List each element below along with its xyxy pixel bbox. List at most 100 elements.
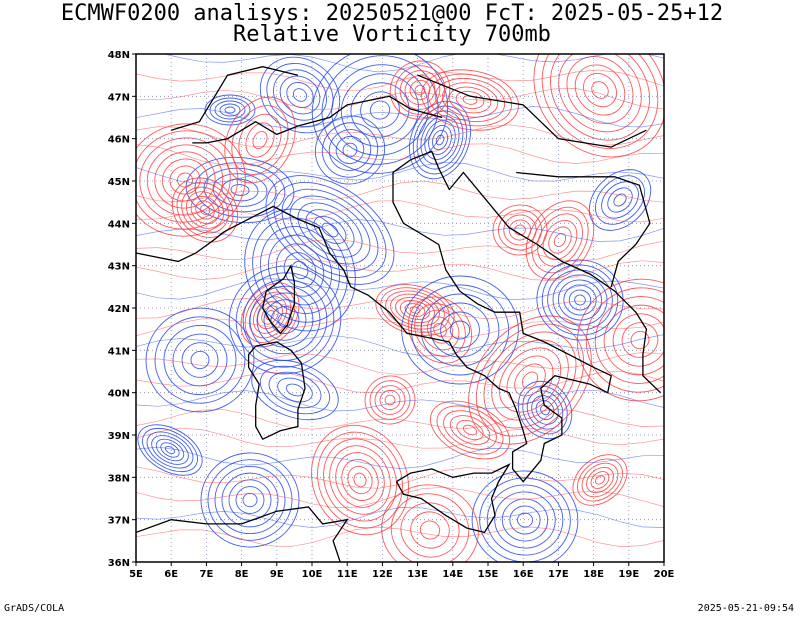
vorticity-contour (342, 142, 358, 158)
vorticity-contour (335, 452, 385, 508)
vorticity-contour (204, 94, 256, 126)
y-tick-label: 39N (108, 431, 130, 442)
vorticity-contour (427, 73, 513, 127)
x-tick-label: 14E (442, 569, 463, 580)
y-tick-label: 45N (108, 177, 130, 188)
vorticity-contour (207, 459, 293, 541)
y-tick-label: 43N (108, 262, 130, 273)
vorticity-contour (190, 195, 220, 225)
vorticity-contour (341, 459, 379, 501)
background-contour (136, 124, 664, 148)
vorticity-contour (219, 103, 241, 117)
x-tick-label: 17E (548, 569, 569, 580)
vorticity-contour (594, 296, 664, 384)
vorticity-contour (576, 278, 664, 402)
background-contour (136, 88, 664, 110)
y-tick-label: 38N (108, 473, 130, 484)
y-tick-label: 37N (108, 516, 130, 527)
vorticity-contour (400, 502, 460, 558)
vorticity-contour (221, 472, 279, 528)
vorticity-contour (164, 445, 176, 455)
vorticity-contour (244, 208, 356, 332)
vorticity-contour (252, 130, 268, 150)
x-tick-label: 8E (235, 569, 249, 580)
vorticity-contour (259, 365, 331, 415)
vorticity-contour (266, 63, 334, 127)
vorticity-contour (448, 86, 492, 114)
coastline (223, 150, 661, 483)
vorticity-contour (443, 410, 497, 450)
x-tick-label: 10E (302, 569, 323, 580)
vorticity-contour (267, 234, 333, 306)
background-contour (136, 317, 664, 338)
coastline (247, 341, 306, 441)
vorticity-contour (214, 465, 286, 535)
vorticity-contour (498, 347, 562, 413)
vorticity-contour (621, 322, 659, 358)
vorticity-contour (171, 177, 239, 243)
vorticity-contour (297, 202, 363, 258)
y-tick-label: 40N (108, 389, 130, 400)
vorticity-contour (281, 188, 379, 272)
vorticity-contour (154, 316, 246, 404)
x-tick-label: 18E (583, 569, 604, 580)
vorticity-contour (541, 264, 619, 336)
coastline (395, 463, 511, 534)
background-contour (136, 180, 664, 203)
background-contour (136, 258, 664, 281)
vorticity-contour (601, 181, 639, 219)
vorticity-contour (163, 324, 237, 396)
vorticity-contour (433, 322, 447, 338)
vorticity-contour (595, 175, 645, 225)
background-contour (136, 106, 664, 129)
vorticity-contour (630, 330, 650, 350)
background-contour (136, 466, 664, 489)
vorticity-contour (169, 165, 201, 195)
vorticity-contour (190, 350, 210, 370)
vorticity-contour (235, 486, 265, 514)
vorticity-contour (404, 303, 426, 317)
coastline (171, 66, 299, 131)
vorticity-contour (531, 206, 589, 274)
x-tick-label: 19E (618, 569, 639, 580)
vorticity-contour (462, 424, 478, 436)
vorticity-contour (195, 200, 215, 220)
vorticity-contour (401, 275, 519, 385)
vorticity-contour (585, 287, 664, 393)
footer-timestamp: 2025-05-21-09:54 (697, 603, 794, 614)
vorticity-contour (537, 213, 583, 267)
vorticity-contour (574, 294, 586, 306)
vorticity-contour (235, 272, 335, 368)
vorticity-contour (259, 56, 341, 134)
x-tick-label: 15E (478, 569, 499, 580)
vorticity-contour (475, 323, 585, 437)
footer-software: GrADS/COLA (4, 603, 65, 614)
vorticity-contour (369, 100, 391, 120)
vorticity-contour (305, 209, 355, 251)
background-contour (136, 446, 664, 469)
x-tick-label: 6E (164, 569, 178, 580)
vorticity-contour (364, 375, 416, 425)
vorticity-contour (430, 302, 490, 358)
vorticity-contour (172, 333, 228, 387)
vorticity-contour (374, 385, 406, 415)
vorticity-contour (603, 304, 664, 376)
vorticity-contour (521, 371, 539, 389)
y-tick-label: 41N (108, 346, 130, 357)
coastline (136, 231, 225, 263)
vorticity-contour (525, 200, 595, 280)
vorticity-contour (289, 195, 371, 265)
vorticity-contour (230, 184, 250, 196)
vorticity-contour (483, 331, 577, 429)
y-tick-label: 46N (108, 135, 130, 146)
vorticity-contour (503, 214, 537, 246)
vorticity-contour (434, 77, 506, 123)
background-contour (136, 334, 664, 357)
vorticity-contour (142, 427, 198, 473)
y-tick-label: 47N (108, 92, 130, 103)
vorticity-contour (566, 56, 634, 124)
vorticity-contour (311, 54, 449, 174)
vorticity-contour (508, 219, 532, 241)
vorticity-contour (137, 424, 203, 476)
vorticity-contour (390, 493, 470, 562)
